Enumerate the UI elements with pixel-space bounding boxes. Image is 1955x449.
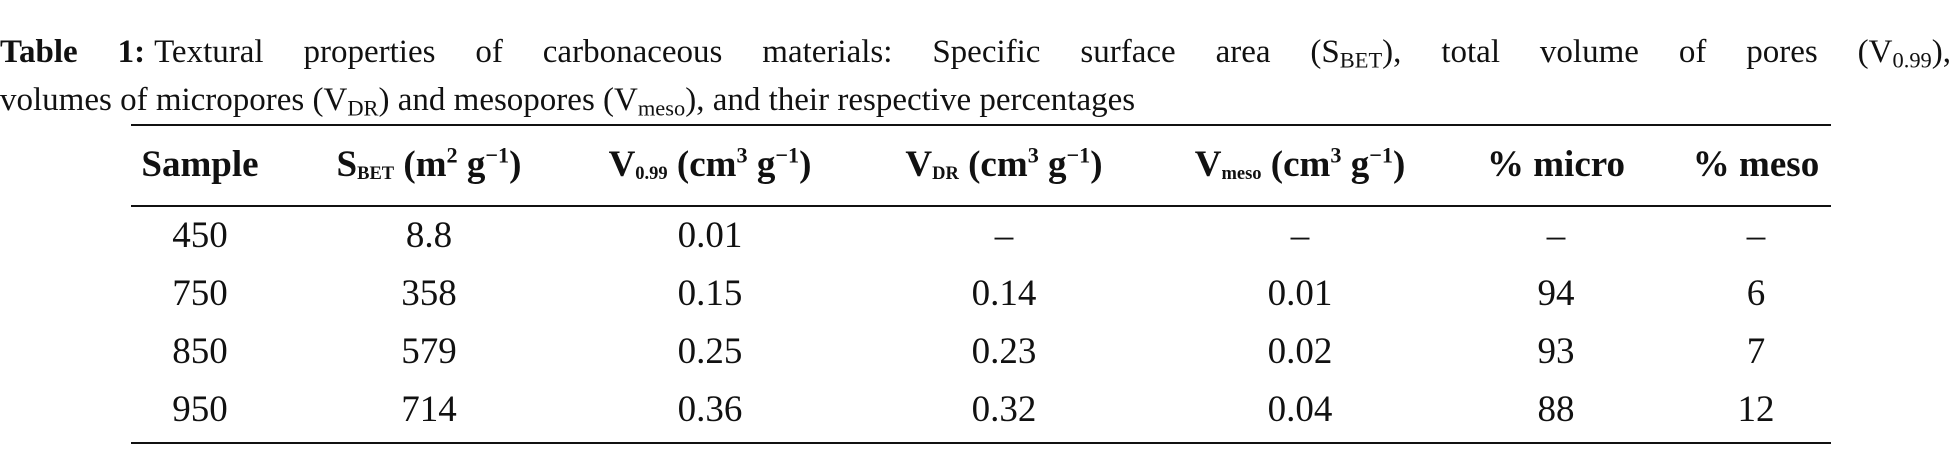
subscript: DR: [347, 95, 379, 121]
table-cell: –: [1546, 215, 1566, 256]
text-run: (cm: [667, 144, 737, 185]
text-run: ): [1090, 144, 1103, 185]
column-header: Vmeso (cm3 g−1): [1135, 143, 1465, 186]
subscript: BET: [1339, 47, 1383, 73]
column-header: % micro: [1391, 143, 1721, 186]
table-cell: 0.23: [971, 331, 1037, 372]
table-cell: 7: [1746, 331, 1766, 372]
supscript: 3: [1330, 142, 1342, 168]
table-cell: 0.02: [1267, 331, 1333, 372]
column-header: VDR (cm3 g−1): [839, 143, 1169, 186]
text-run: ) and mesopores (V: [378, 82, 638, 118]
table-cell: –: [1290, 215, 1310, 256]
table-cell: 850: [172, 331, 228, 372]
bottom-rule: [131, 442, 1831, 444]
text-run: (cm: [958, 144, 1028, 185]
text-run: V: [608, 144, 636, 185]
text-run: V: [1194, 144, 1222, 185]
text-run: g: [1038, 144, 1067, 185]
table-cell: 0.25: [677, 331, 743, 372]
text-run: (cm: [1261, 144, 1331, 185]
table-cell: 0.32: [971, 389, 1037, 430]
table-cell: –: [994, 215, 1014, 256]
supscript: −1: [1066, 142, 1091, 168]
column-header: % meso: [1591, 143, 1921, 186]
supscript: 3: [1027, 142, 1039, 168]
table-cell: 0.01: [677, 215, 743, 256]
subscript: 0.99: [635, 163, 668, 184]
text-run: g: [747, 144, 776, 185]
table-cell: 0.01: [1267, 273, 1333, 314]
table-cell: 8.8: [405, 215, 453, 256]
text-run: ): [509, 144, 522, 185]
text-run: g: [1341, 144, 1370, 185]
table-cell: 358: [401, 273, 457, 314]
table-cell: 6: [1746, 273, 1766, 314]
subscript: DR: [932, 163, 959, 184]
table-cell: –: [1746, 215, 1766, 256]
text-run: S: [336, 144, 358, 185]
supscript: −1: [1369, 142, 1393, 168]
text-run: volumes of micropores (V: [0, 82, 348, 118]
caption-line: Table 1: Textural properties of carbonace…: [0, 34, 1951, 71]
supscript: −1: [485, 142, 510, 168]
supscript: 3: [736, 142, 748, 168]
subscript: meso: [1221, 163, 1262, 184]
supscript: 2: [446, 142, 458, 168]
subscript: 0.99: [1892, 47, 1932, 73]
table-cell: 0.14: [971, 273, 1037, 314]
table-cell: 12: [1737, 389, 1775, 430]
header-rule: [131, 205, 1831, 207]
supscript: −1: [775, 142, 800, 168]
subscript: BET: [357, 163, 395, 184]
table-cell: 0.15: [677, 273, 743, 314]
column-header: Sample: [35, 143, 365, 186]
table-cell: 93: [1537, 331, 1575, 372]
text-run: ), total volume of pores (V: [1382, 34, 1893, 70]
caption-label: Table 1:: [0, 34, 146, 70]
text-run: ),: [1931, 34, 1952, 70]
text-run: V: [905, 144, 933, 185]
table-cell: 714: [401, 389, 457, 430]
top-rule: [131, 124, 1831, 126]
table-cell: 0.04: [1267, 389, 1333, 430]
table-cell: 950: [172, 389, 228, 430]
text-run: (m: [394, 144, 447, 185]
table-cell: 750: [172, 273, 228, 314]
text-run: ), and their respective percentages: [685, 82, 1136, 118]
subscript: meso: [637, 95, 686, 121]
text-run: Sample: [141, 144, 259, 185]
text-run: Textural properties of carbonaceous mate…: [154, 34, 1340, 70]
text-run: g: [457, 144, 486, 185]
text-run: % meso: [1692, 144, 1820, 185]
table-cell: 0.36: [677, 389, 743, 430]
text-run: ): [1392, 144, 1406, 185]
caption-line: volumes of micropores (VDR) and mesopore…: [0, 82, 1951, 119]
text-run: ): [799, 144, 812, 185]
table-cell: 579: [401, 331, 457, 372]
column-header: V0.99 (cm3 g−1): [545, 143, 875, 186]
text-run: % micro: [1486, 144, 1626, 185]
column-header: SBET (m2 g−1): [264, 143, 594, 186]
table-cell: 88: [1537, 389, 1575, 430]
table-cell: 450: [172, 215, 228, 256]
table-cell: 94: [1537, 273, 1575, 314]
